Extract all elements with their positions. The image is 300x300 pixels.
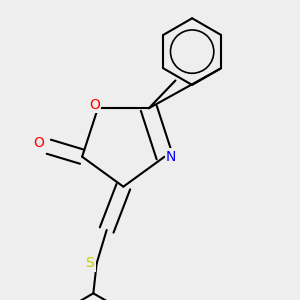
Text: O: O <box>33 136 44 150</box>
Text: S: S <box>85 256 94 270</box>
Text: N: N <box>166 150 176 164</box>
Text: O: O <box>89 98 100 112</box>
